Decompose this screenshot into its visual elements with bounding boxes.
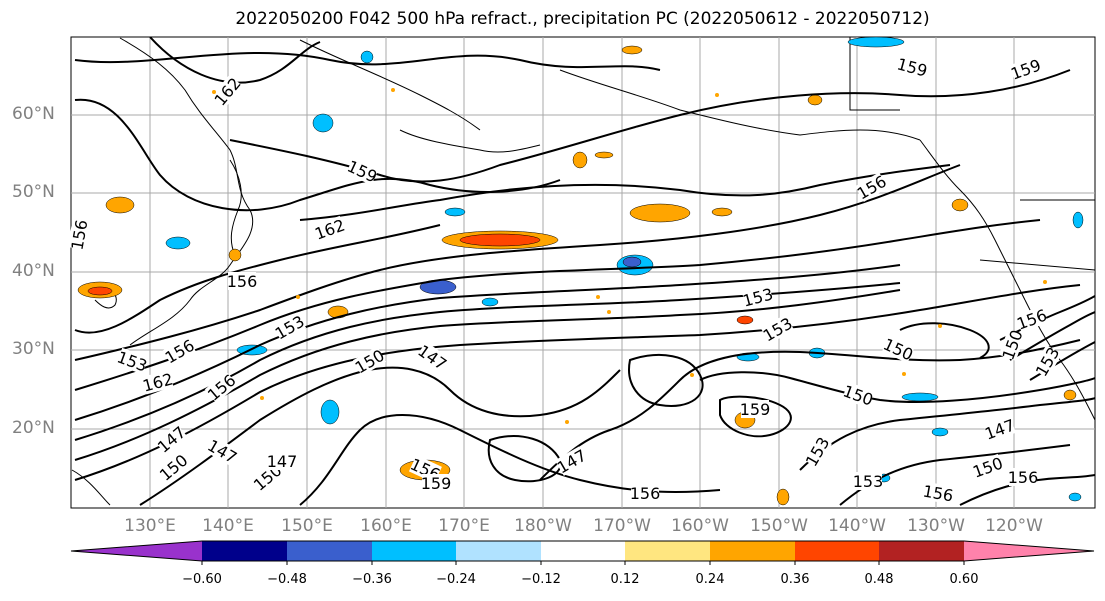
longitude-label: 170°W: [593, 516, 651, 536]
colorbar-tick-label: 0.36: [780, 572, 810, 587]
contour-label-bg: [1009, 468, 1037, 486]
contour-label-bg: [228, 272, 256, 290]
contour-label-bg: [141, 369, 174, 395]
colorbar-tick-label: 0.60: [949, 572, 979, 587]
colorbar-segment: [710, 541, 795, 561]
contour-label-bg: [1015, 305, 1048, 333]
colorbar-tick-label: 0.24: [695, 572, 725, 587]
precip-positive-patches: [77, 45, 1077, 506]
latitude-label: 50°N: [12, 182, 55, 202]
longitude-label: 140°E: [202, 516, 254, 536]
longitude-label: 140°W: [828, 516, 886, 536]
graticule: [71, 37, 1095, 508]
colorbar-segment: [541, 541, 625, 561]
colorbar-tick-label: −0.24: [436, 572, 476, 587]
contour-label-bg: [67, 219, 91, 251]
contour-label-bg: [422, 474, 450, 492]
contour-label-bg: [983, 415, 1016, 443]
latitude-label: 60°N: [12, 104, 55, 124]
colorbar-segment: [287, 541, 372, 561]
contour-label: 147: [267, 452, 298, 471]
contour-label-bg: [741, 400, 769, 418]
contour-label-bg: [205, 436, 240, 466]
colorbar-segment: [879, 541, 964, 561]
colorbar-segment: [456, 541, 541, 561]
contour-label: 159: [740, 400, 771, 419]
contour-label-bg: [922, 481, 954, 505]
longitude-label: 120°W: [985, 516, 1043, 536]
colorbar-segment: [202, 541, 287, 561]
contour-label-bg: [802, 434, 832, 469]
colorbar-tick-label: 0.48: [864, 572, 894, 587]
latitude-label: 40°N: [12, 261, 55, 281]
colorbar-tick-label: −0.36: [352, 572, 392, 587]
contour-label: 153: [853, 472, 884, 491]
contour-label: 156: [630, 484, 661, 503]
longitude-label: 150°W: [750, 516, 808, 536]
contour-label-bg: [971, 453, 1004, 481]
contour-label: 156: [1008, 468, 1039, 487]
contour-label-bg: [268, 452, 296, 470]
colorbar-extend-low: [71, 541, 202, 561]
longitude-label: 180°W: [514, 516, 572, 536]
precip-negative-patches: [165, 37, 1084, 502]
contour-label-bg: [854, 172, 889, 202]
contour-label-bg: [415, 341, 450, 373]
latitude-label: 30°N: [12, 339, 55, 359]
contour-label-bg: [272, 312, 307, 342]
longitude-label: 160°E: [360, 516, 412, 536]
map-title: 2022050200 F042 500 hPa refract., precip…: [235, 9, 930, 29]
contour-label-bg: [760, 314, 795, 344]
longitude-label: 130°W: [907, 516, 965, 536]
contour-label-bg: [842, 381, 875, 409]
longitude-label: 130°E: [124, 516, 176, 536]
contour-label-bg: [998, 328, 1026, 361]
contour-label: 156: [227, 272, 258, 291]
colorbar-segment: [625, 541, 710, 561]
colorbar-tick-label: −0.12: [521, 572, 561, 587]
contour-label-bg: [896, 54, 929, 80]
refractivity-contours: [74, 37, 1095, 506]
colorbar-tick-label: −0.48: [267, 572, 307, 587]
contour-label-bg: [554, 446, 589, 476]
contour-label-bg: [1009, 55, 1042, 83]
contour-label-bg: [345, 157, 379, 186]
ocean-dots: [212, 88, 1047, 424]
contour-label-bg: [881, 335, 915, 364]
longitude-label: 160°W: [671, 516, 729, 536]
contour-label-bg: [741, 284, 774, 310]
colorbar-tick-label: −0.60: [182, 572, 222, 587]
contour-label-bg: [156, 451, 190, 484]
latitude-label: 20°N: [12, 418, 55, 438]
contour-label-bg: [204, 371, 238, 404]
contour-label-bg: [116, 347, 149, 375]
colorbar-segment: [372, 541, 456, 561]
contour-label-bg: [211, 74, 244, 108]
colorbar-tick-label: 0.12: [610, 572, 640, 587]
contour-label-bg: [154, 423, 188, 456]
colorbar-extend-high: [964, 541, 1094, 561]
contour-label-bg: [162, 336, 197, 366]
contour-label-bg: [313, 215, 346, 243]
contour-label-bg: [352, 346, 387, 376]
contour-label-bg: [1032, 344, 1062, 379]
longitude-label: 170°E: [438, 516, 490, 536]
contour-label: 159: [421, 474, 452, 493]
colorbar-segment: [795, 541, 879, 561]
longitude-label: 150°E: [281, 516, 333, 536]
contour-label-bg: [631, 484, 659, 502]
contour-label-bg: [854, 472, 882, 490]
